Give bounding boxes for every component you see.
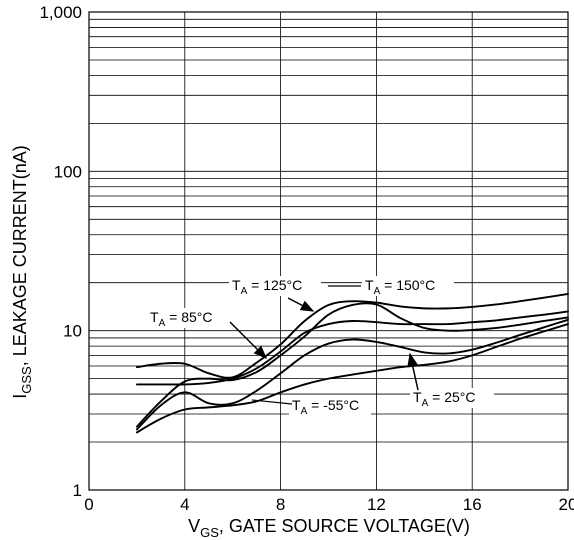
y-tick-label: 1,000 (39, 3, 82, 22)
series-line-85C (135, 302, 569, 428)
annotation-arrow (287, 297, 315, 312)
y-tick-label: 1 (73, 481, 82, 500)
x-tick-label: 8 (276, 495, 285, 514)
annotation-label: TA = 150°C (365, 277, 435, 297)
annotation-label: TA = 125°C (232, 277, 302, 297)
annotation-bg (362, 276, 454, 296)
annotations: TA = 125°C TA = 150°C TA = 85°C TA = -55°C T… (147, 276, 494, 417)
y-tick-label: 100 (54, 162, 82, 181)
series-line-125C (135, 310, 569, 386)
annotation-bg (289, 396, 371, 416)
x-tick-label: 0 (84, 495, 93, 514)
series-line-150C (135, 292, 569, 379)
annotation-bg (229, 276, 321, 296)
annotation-label: TA = 85°C (150, 309, 212, 329)
annotation-arrow (229, 321, 267, 359)
x-tick-label: 12 (367, 495, 386, 514)
series-line-25C (135, 318, 569, 431)
annotation-arrow (407, 352, 419, 391)
annotation-label: TA = 25°C (413, 389, 475, 409)
x-tick-label: 16 (463, 495, 482, 514)
y-tick-label: 10 (63, 322, 82, 341)
y-axis-title: IGSS, LEAKAGE CURRENT(nA) (10, 145, 34, 399)
annotation-label: TA = -55°C (292, 397, 359, 417)
plot-frame (88, 11, 569, 491)
annotation-bg (147, 308, 225, 328)
annotation-bg (410, 388, 494, 408)
tick-labels: 0 4 8 12 16 20 1 10 100 1,000 (39, 3, 574, 514)
x-tick-label: 4 (180, 495, 189, 514)
x-tick-label: 20 (559, 495, 574, 514)
x-axis-title: VGS, GATE SOURCE VOLTAGE(V) (188, 516, 470, 540)
series-line--55C (135, 323, 569, 434)
annotation-leader (251, 399, 293, 405)
series-lines (135, 292, 569, 434)
